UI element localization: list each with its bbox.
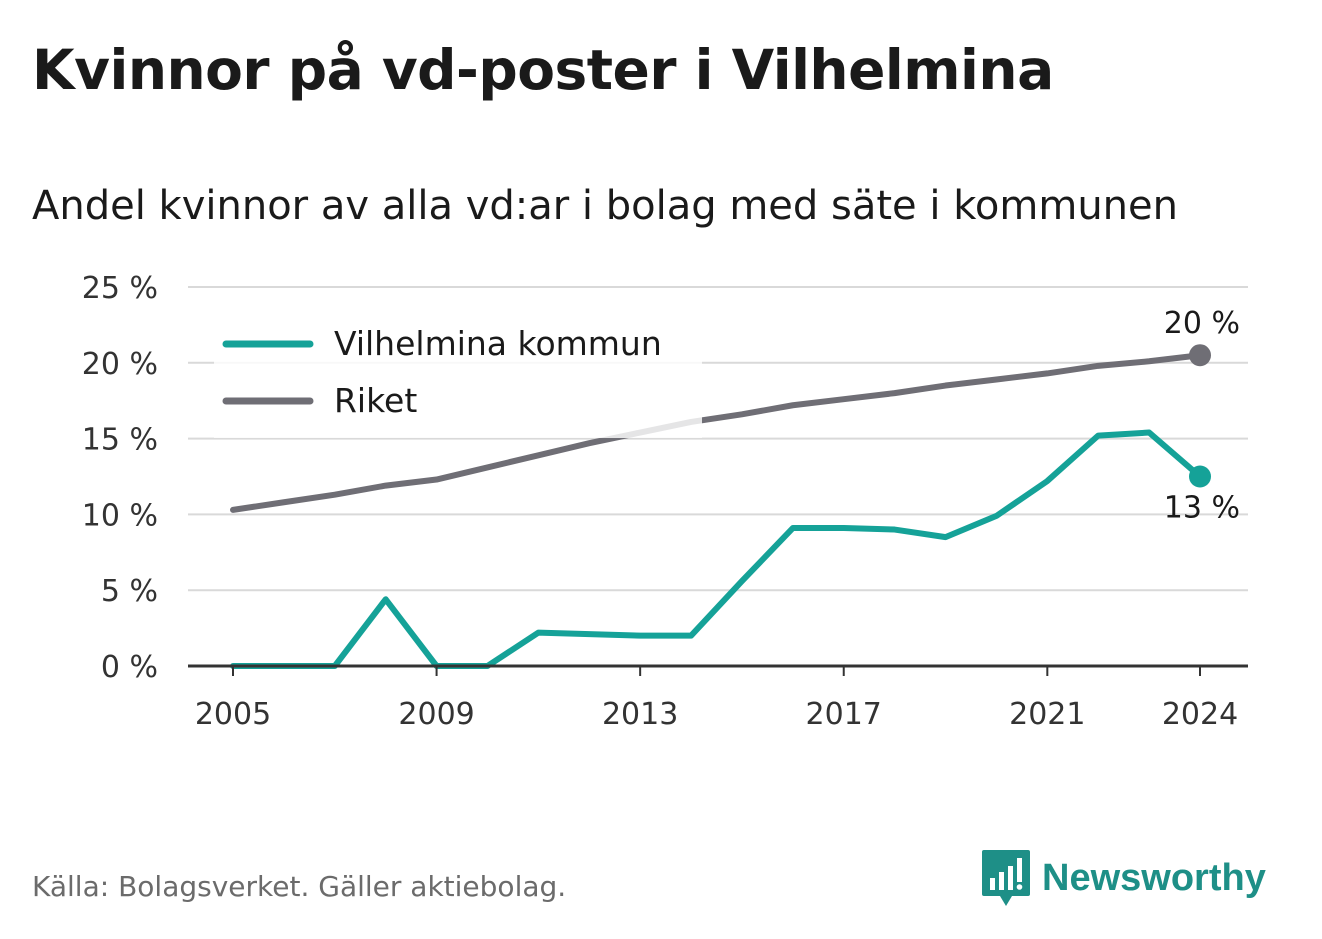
- series-line: [230, 352, 1203, 513]
- newsworthy-brand[interactable]: Newsworthy: [980, 848, 1266, 908]
- axes: 0 % 5 % 10 % 15 % 20 % 25 % 2005 2009 2013 2017 20…: [82, 271, 1248, 732]
- y-tick-label: 25 %: [82, 271, 158, 306]
- chart-title: Kvinnor på vd-poster i Vilhelmina: [32, 38, 1054, 102]
- x-tick-label: 2013: [602, 697, 678, 732]
- brand-name: Newsworthy: [1042, 856, 1266, 899]
- x-tick-label: 2009: [398, 697, 474, 732]
- series-lines: [230, 352, 1203, 669]
- y-tick-label: 5 %: [101, 574, 158, 609]
- legend-background: [214, 312, 702, 438]
- x-tick-label: 2021: [1009, 697, 1085, 732]
- x-tick-label: 2005: [195, 697, 271, 732]
- y-tick-label: 10 %: [82, 498, 158, 533]
- series-line: [230, 429, 1203, 669]
- end-point-marker: [1189, 465, 1211, 488]
- end-value-label: 20 %: [1164, 306, 1240, 341]
- source-note: Källa: Bolagsverket. Gäller aktiebolag.: [32, 870, 567, 903]
- legend-label: Riket: [334, 381, 417, 420]
- end-point-marker: [1189, 344, 1211, 367]
- newsworthy-logo-icon: [982, 850, 1030, 906]
- y-tick-label: 20 %: [82, 347, 158, 382]
- x-tick-label: 2017: [806, 697, 882, 732]
- y-tick-label: 15 %: [82, 423, 158, 458]
- chart-subtitle: Andel kvinnor av alla vd:ar i bolag med …: [32, 183, 1178, 229]
- x-tick-label: 2024: [1162, 697, 1238, 732]
- legend-label: Vilhelmina kommun: [334, 324, 662, 363]
- end-value-label: 13 %: [1164, 491, 1240, 526]
- y-tick-label: 0 %: [101, 650, 158, 685]
- legend: Vilhelmina kommun Riket: [214, 312, 702, 438]
- end-labels: 13 % 20 %: [1164, 306, 1240, 525]
